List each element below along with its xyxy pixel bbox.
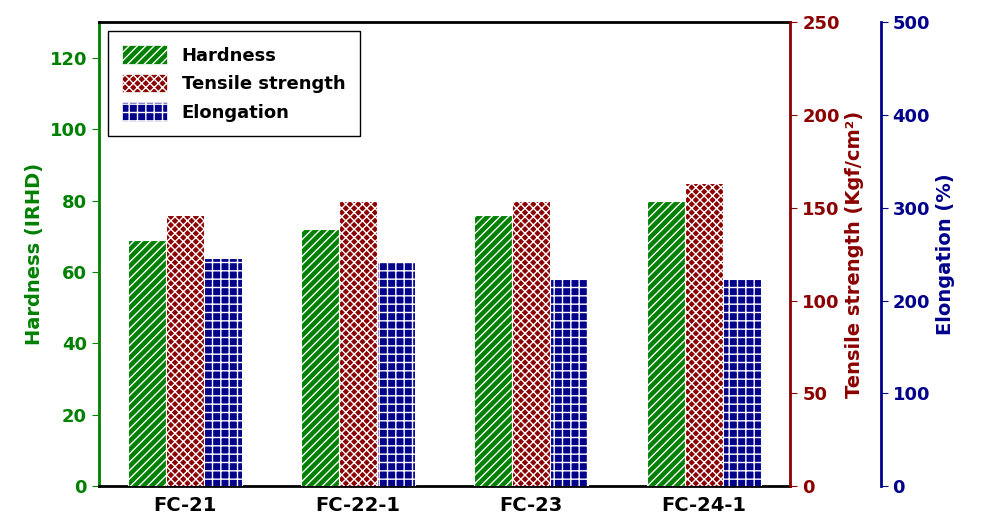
Bar [205, 258, 242, 487]
Legend: Hardness, Tensile strength, Elongation: Hardness, Tensile strength, Elongation [108, 31, 360, 136]
Bar [550, 279, 588, 487]
Bar [377, 261, 415, 487]
Bar [166, 215, 205, 487]
Bar [685, 183, 723, 487]
Y-axis label: Elongation (%): Elongation (%) [936, 173, 954, 335]
Bar [512, 200, 550, 487]
Bar [339, 200, 377, 487]
Bar [647, 200, 685, 487]
Y-axis label: Hardness (IRHD): Hardness (IRHD) [25, 163, 43, 345]
Bar [128, 240, 166, 487]
Y-axis label: Tensile strength (Kgf/cm²): Tensile strength (Kgf/cm²) [846, 111, 864, 398]
Bar [474, 215, 512, 487]
Bar [723, 279, 761, 487]
Bar [301, 229, 339, 487]
